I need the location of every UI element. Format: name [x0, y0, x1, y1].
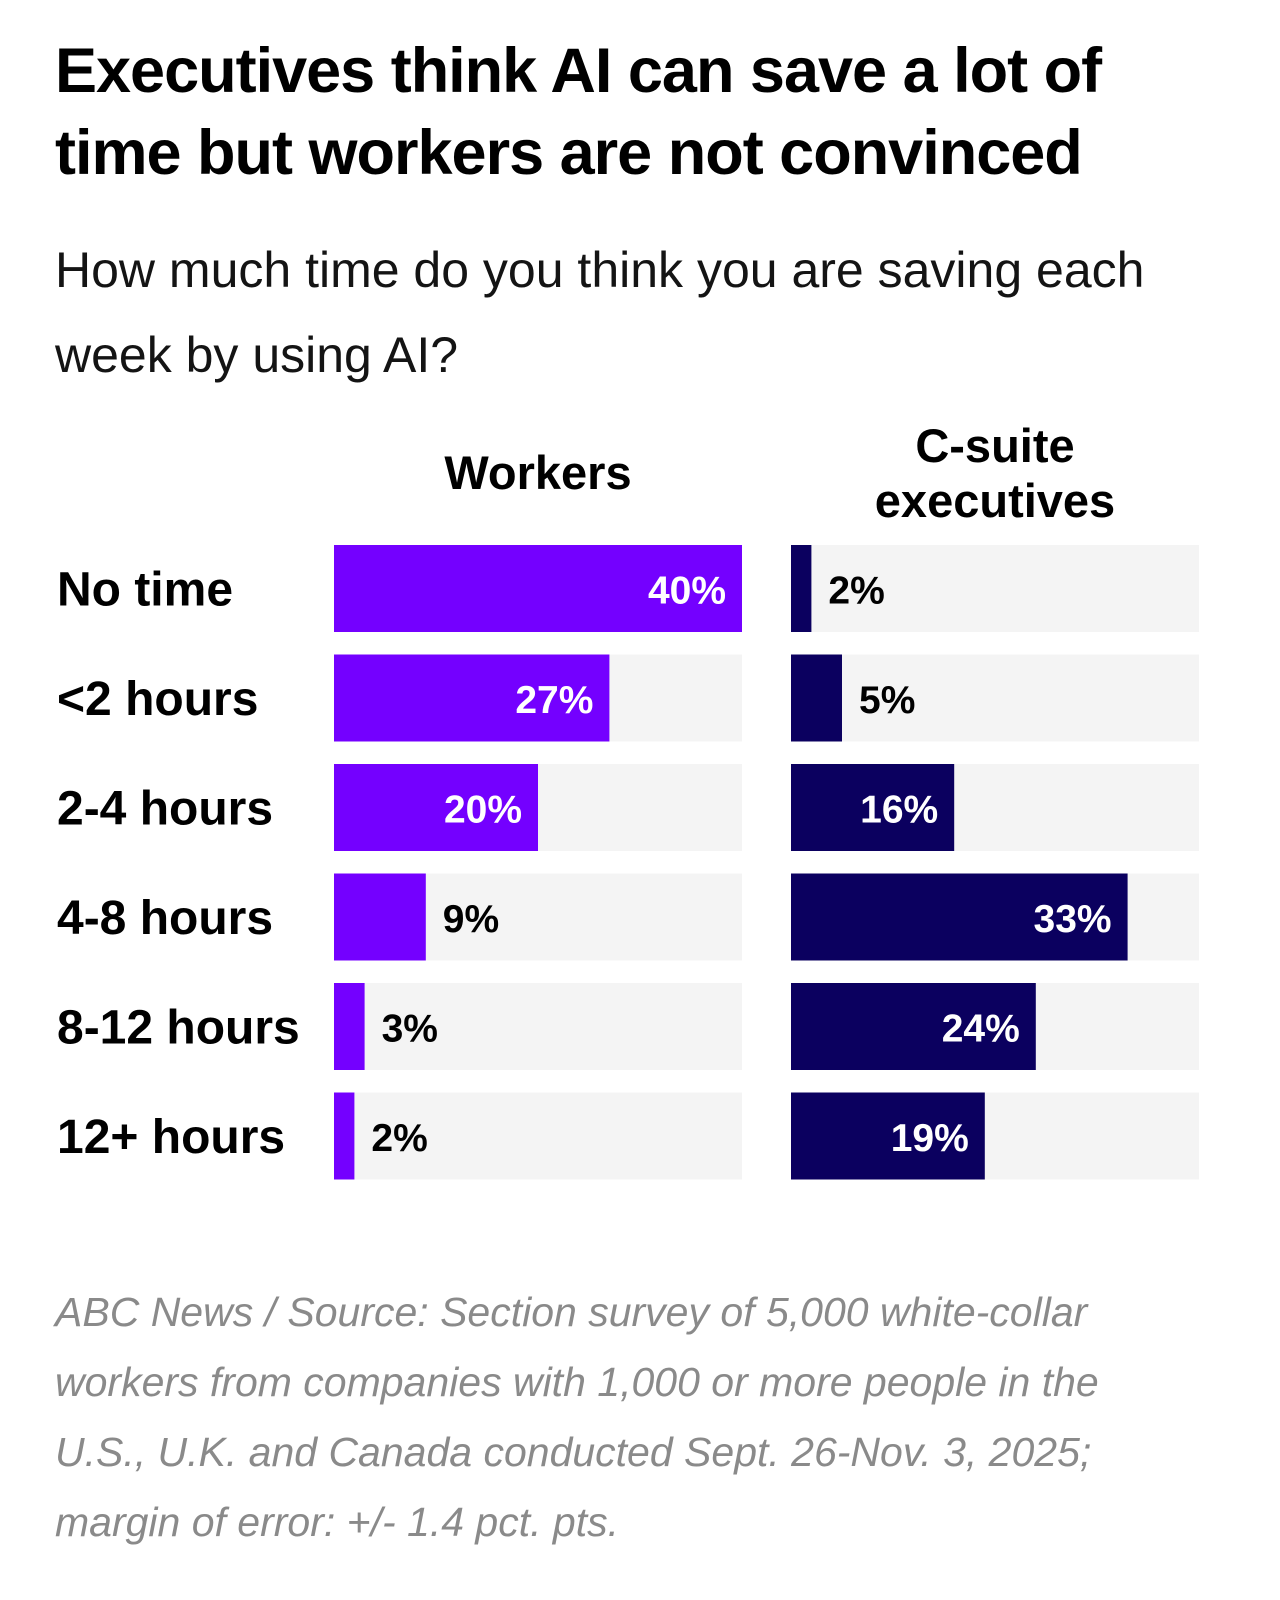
workers-value-label-4-8-hours: 9% — [443, 898, 499, 941]
workers-column-header: Workers — [444, 446, 632, 499]
category-label-12-hours: 12+ hours — [57, 1111, 285, 1164]
workers-value-label-2-4-hours: 20% — [444, 789, 522, 832]
workers-track-12-hours — [334, 1092, 742, 1180]
workers-track-no-time — [334, 545, 742, 632]
workers-bar-2-hours — [334, 654, 610, 742]
executives-bar-8-12-hours — [791, 983, 1036, 1070]
workers-track-2-4-hours — [334, 764, 742, 851]
executives-value-label-no-time: 2% — [828, 570, 884, 613]
executives-value-label-8-12-hours: 24% — [942, 1008, 1020, 1051]
executives-bar-2-hours — [791, 654, 842, 742]
workers-track-2-hours — [334, 654, 742, 742]
category-label-8-12-hours: 8-12 hours — [57, 1002, 300, 1055]
workers-value-label-8-12-hours: 3% — [382, 1008, 438, 1051]
chart-title: Executives think AI can save a lot of ti… — [55, 36, 1102, 188]
executives-track-4-8-hours — [791, 873, 1199, 961]
workers-bar-no-time — [334, 545, 742, 632]
category-label-2-4-hours: 2-4 hours — [57, 783, 273, 836]
source-note: ABC News / Source: Section survey of 5,0… — [55, 1289, 1099, 1545]
workers-value-label-2-hours: 27% — [515, 679, 593, 722]
executives-track-8-12-hours — [791, 983, 1199, 1070]
executives-track-2-hours — [791, 654, 1199, 742]
category-label-4-8-hours: 4-8 hours — [57, 892, 273, 945]
executives-bar-4-8-hours — [791, 873, 1128, 961]
category-label-no-time: No time — [57, 564, 233, 617]
executives-column-header: C-suite executives — [874, 419, 1116, 527]
executives-value-label-12-hours: 19% — [891, 1117, 969, 1160]
executives-value-label-4-8-hours: 33% — [1034, 898, 1112, 941]
chart-subtitle: How much time do you think you are savin… — [55, 242, 1145, 383]
workers-value-label-no-time: 40% — [648, 570, 726, 613]
executives-track-2-4-hours — [791, 764, 1199, 851]
executives-track-12-hours — [791, 1092, 1199, 1180]
workers-bar-12-hours — [334, 1092, 355, 1180]
executives-track-no-time — [791, 545, 1199, 632]
executives-bar-2-4-hours — [791, 764, 955, 851]
executives-bar-no-time — [791, 545, 812, 632]
workers-value-label-12-hours: 2% — [371, 1117, 427, 1160]
category-label-2-hours: <2 hours — [57, 673, 258, 726]
workers-bar-2-4-hours — [334, 764, 538, 851]
workers-track-4-8-hours — [334, 873, 742, 961]
executives-value-label-2-hours: 5% — [859, 679, 915, 722]
workers-bar-8-12-hours — [334, 983, 365, 1070]
workers-bar-4-8-hours — [334, 873, 426, 961]
executives-bar-12-hours — [791, 1092, 985, 1180]
workers-track-8-12-hours — [334, 983, 742, 1070]
executives-value-label-2-4-hours: 16% — [860, 789, 938, 832]
